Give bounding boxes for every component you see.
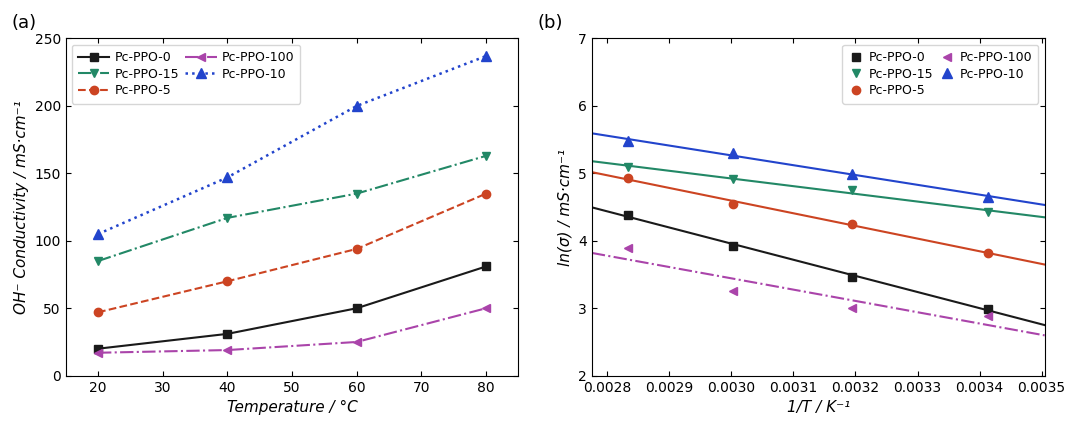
Pc-PPO-100 (221, 347, 234, 353)
Pc-PPO-15 (92, 258, 105, 263)
Line: Pc-PPO-100: Pc-PPO-100 (623, 243, 991, 320)
Legend: Pc-PPO-0, Pc-PPO-15, Pc-PPO-5, Pc-PPO-100, Pc-PPO-10: Pc-PPO-0, Pc-PPO-15, Pc-PPO-5, Pc-PPO-10… (72, 45, 300, 104)
Pc-PPO-5 (981, 251, 994, 256)
Y-axis label: ln(σ) / mS·cm⁻¹: ln(σ) / mS·cm⁻¹ (557, 148, 572, 266)
Line: Pc-PPO-15: Pc-PPO-15 (94, 152, 490, 265)
Line: Pc-PPO-10: Pc-PPO-10 (623, 136, 993, 202)
Pc-PPO-0 (221, 331, 234, 336)
Pc-PPO-100 (621, 245, 634, 250)
Pc-PPO-15 (981, 210, 994, 215)
Line: Pc-PPO-0: Pc-PPO-0 (94, 262, 490, 353)
Pc-PPO-100 (350, 339, 363, 344)
Pc-PPO-100 (727, 289, 740, 294)
Pc-PPO-100 (846, 306, 859, 311)
Y-axis label: OH⁻ Conductivity / mS·cm⁻¹: OH⁻ Conductivity / mS·cm⁻¹ (14, 100, 29, 314)
Pc-PPO-5 (621, 175, 634, 181)
Pc-PPO-100 (92, 350, 105, 355)
X-axis label: Temperature / °C: Temperature / °C (227, 400, 357, 415)
Text: (a): (a) (12, 14, 37, 32)
Pc-PPO-0 (846, 274, 859, 279)
Legend: Pc-PPO-0, Pc-PPO-15, Pc-PPO-5, Pc-PPO-100, Pc-PPO-10: Pc-PPO-0, Pc-PPO-15, Pc-PPO-5, Pc-PPO-10… (842, 45, 1038, 104)
Pc-PPO-10 (981, 194, 994, 199)
Pc-PPO-15 (221, 215, 234, 221)
Pc-PPO-10 (92, 232, 105, 237)
Pc-PPO-15 (350, 191, 363, 196)
Pc-PPO-15 (480, 153, 492, 158)
Pc-PPO-5 (350, 246, 363, 251)
Pc-PPO-5 (727, 201, 740, 206)
Pc-PPO-0 (350, 306, 363, 311)
Pc-PPO-10 (621, 139, 634, 144)
Line: Pc-PPO-100: Pc-PPO-100 (94, 304, 490, 357)
Pc-PPO-10 (350, 103, 363, 109)
Pc-PPO-10 (480, 54, 492, 59)
Pc-PPO-0 (92, 346, 105, 351)
Text: (b): (b) (538, 14, 563, 32)
Line: Pc-PPO-5: Pc-PPO-5 (623, 174, 991, 257)
Pc-PPO-15 (846, 187, 859, 192)
Line: Pc-PPO-15: Pc-PPO-15 (623, 163, 991, 217)
Pc-PPO-10 (221, 175, 234, 180)
Pc-PPO-0 (480, 264, 492, 269)
Pc-PPO-15 (621, 164, 634, 169)
Pc-PPO-5 (846, 221, 859, 227)
X-axis label: 1/T / K⁻¹: 1/T / K⁻¹ (786, 400, 850, 415)
Pc-PPO-0 (981, 306, 994, 311)
Pc-PPO-0 (727, 243, 740, 248)
Line: Pc-PPO-5: Pc-PPO-5 (94, 190, 490, 317)
Pc-PPO-5 (92, 310, 105, 315)
Line: Pc-PPO-0: Pc-PPO-0 (623, 211, 991, 313)
Pc-PPO-0 (621, 213, 634, 218)
Pc-PPO-10 (727, 151, 740, 156)
Pc-PPO-100 (480, 306, 492, 311)
Pc-PPO-100 (981, 314, 994, 319)
Line: Pc-PPO-10: Pc-PPO-10 (93, 51, 491, 239)
Pc-PPO-15 (727, 177, 740, 182)
Pc-PPO-5 (221, 279, 234, 284)
Pc-PPO-10 (846, 172, 859, 177)
Pc-PPO-5 (480, 191, 492, 196)
